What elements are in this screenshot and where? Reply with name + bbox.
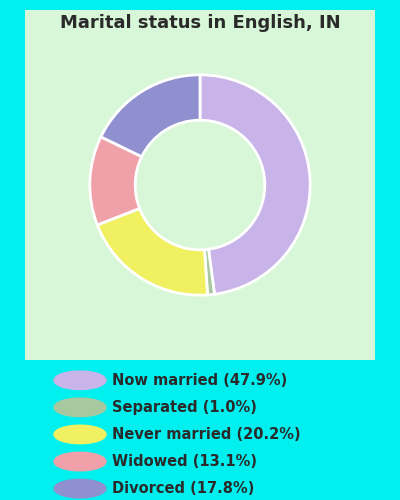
Text: Never married (20.2%): Never married (20.2%) (112, 427, 301, 442)
Circle shape (54, 452, 106, 471)
Wedge shape (90, 137, 142, 225)
Wedge shape (200, 75, 310, 294)
Circle shape (54, 398, 106, 416)
Wedge shape (204, 250, 214, 295)
Text: Widowed (13.1%): Widowed (13.1%) (112, 454, 257, 469)
Circle shape (54, 425, 106, 444)
Circle shape (54, 371, 106, 390)
Text: Marital status in English, IN: Marital status in English, IN (60, 14, 340, 32)
Text: Separated (1.0%): Separated (1.0%) (112, 400, 257, 415)
Wedge shape (97, 208, 208, 295)
Wedge shape (101, 75, 200, 156)
Circle shape (54, 480, 106, 498)
Text: Divorced (17.8%): Divorced (17.8%) (112, 481, 254, 496)
Text: Now married (47.9%): Now married (47.9%) (112, 373, 287, 388)
